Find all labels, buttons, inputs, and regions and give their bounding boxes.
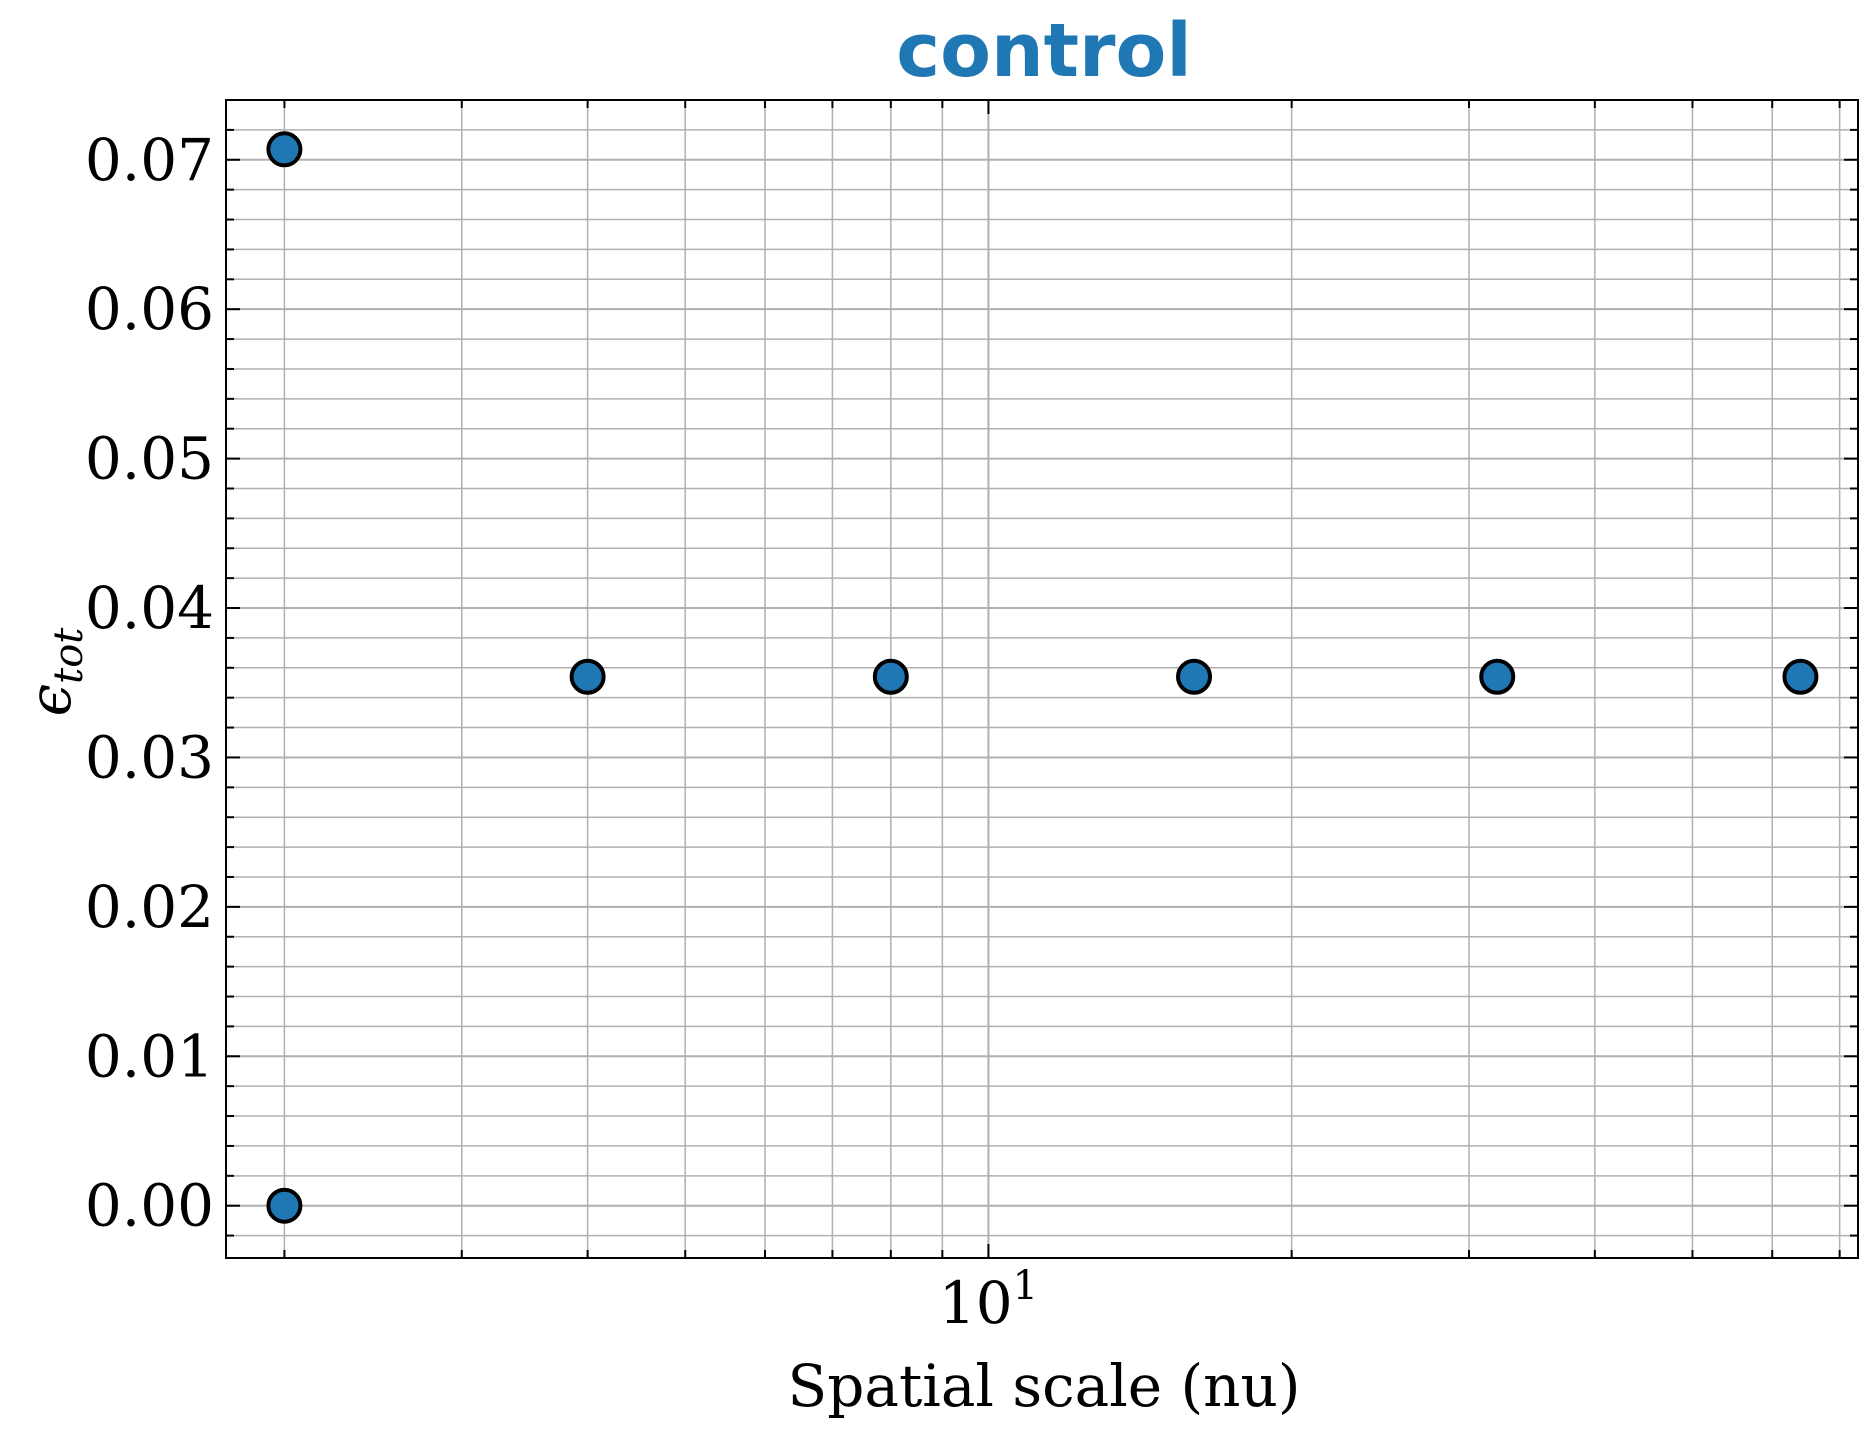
- y-tick-label: 0.02: [85, 873, 214, 941]
- y-axis-label-symbol: ϵ: [16, 684, 84, 716]
- y-tick-label: 0.00: [85, 1172, 214, 1240]
- y-axis-label: ϵtot: [16, 627, 92, 717]
- chart-title: control: [896, 8, 1191, 94]
- x-tick-label-exponent: 1: [1013, 1263, 1038, 1309]
- data-point: [266, 131, 303, 168]
- y-tick-labels: 0.00 0.01 0.02 0.03 0.04 0.05 0.06 0.07: [85, 126, 214, 1240]
- data-point: [872, 658, 909, 695]
- y-tick-label: 0.04: [85, 574, 214, 642]
- x-tick-label-base: 10: [939, 1269, 1013, 1337]
- y-tick-label: 0.07: [85, 126, 214, 194]
- data-point: [1176, 658, 1213, 695]
- x-tick-labels: 101: [939, 1263, 1038, 1337]
- axis-ticks: [226, 99, 1858, 1258]
- y-tick-label: 0.06: [85, 275, 214, 343]
- grid: [226, 99, 1858, 1258]
- plot-frame: [225, 99, 1859, 1259]
- data-point: [1782, 658, 1819, 695]
- data-point: [266, 1187, 303, 1224]
- data-point: [569, 658, 606, 695]
- x-axis-label: Spatial scale (nu): [788, 1352, 1301, 1420]
- y-tick-label: 0.01: [85, 1022, 214, 1090]
- y-tick-label: 0.03: [85, 723, 214, 791]
- y-tick-label: 0.05: [85, 425, 214, 493]
- data-point: [1479, 658, 1516, 695]
- x-tick-label: 101: [939, 1263, 1038, 1337]
- y-axis-label-subscript: tot: [46, 627, 92, 684]
- data-points: [266, 131, 1819, 1224]
